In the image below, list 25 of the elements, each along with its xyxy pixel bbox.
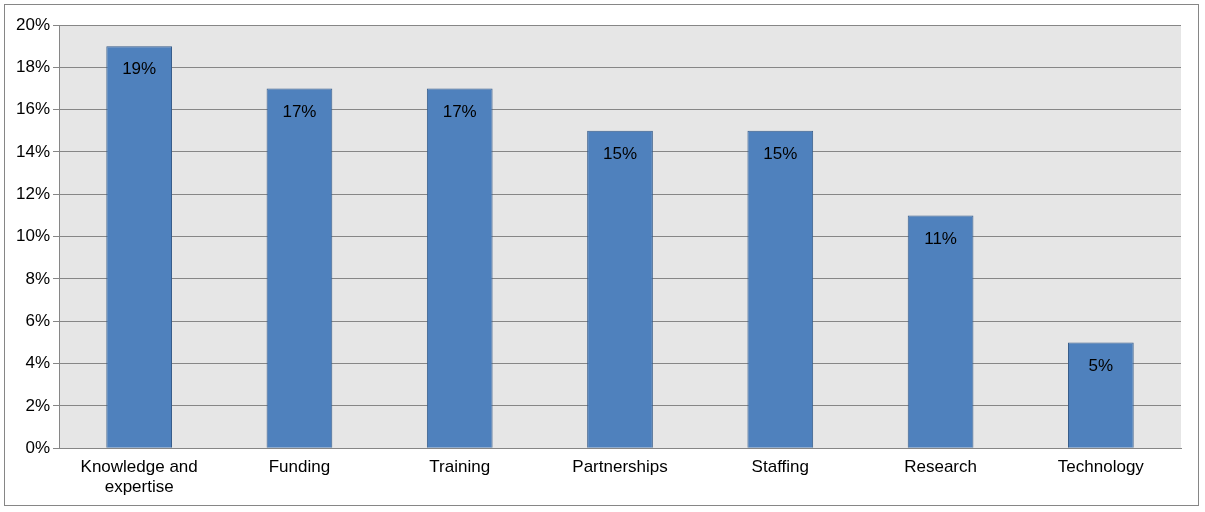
data-label: 19%	[122, 59, 157, 79]
data-label: 5%	[1088, 355, 1114, 375]
y-tick-label: 10%	[15, 226, 51, 246]
y-tick-label: 0%	[25, 437, 51, 457]
y-tick-label: 2%	[25, 395, 51, 415]
data-label: 17%	[282, 101, 317, 121]
x-tick-label: Partnerships	[572, 457, 668, 477]
y-tick-label: 14%	[15, 141, 51, 161]
data-label: 17%	[442, 101, 477, 121]
data-label: 15%	[603, 143, 638, 163]
y-tick-label: 18%	[15, 57, 51, 77]
x-tick-label: Staffing	[751, 457, 809, 477]
data-label: 11%	[924, 228, 957, 248]
x-tick-label: Funding	[268, 457, 331, 477]
y-tick-label: 4%	[25, 353, 51, 373]
y-tick-label: 16%	[15, 99, 51, 119]
y-tick-label: 12%	[15, 183, 51, 203]
x-tick-label: Technology	[1057, 457, 1145, 477]
data-label: 15%	[763, 143, 798, 163]
x-tick-label: Training	[429, 457, 491, 477]
y-tick-label: 8%	[25, 268, 51, 288]
y-tick-label: 6%	[25, 310, 51, 330]
x-tick-label: Research	[904, 457, 977, 477]
y-tick-label: 20%	[15, 14, 51, 34]
x-tick-label: Knowledge and expertise	[80, 457, 198, 497]
